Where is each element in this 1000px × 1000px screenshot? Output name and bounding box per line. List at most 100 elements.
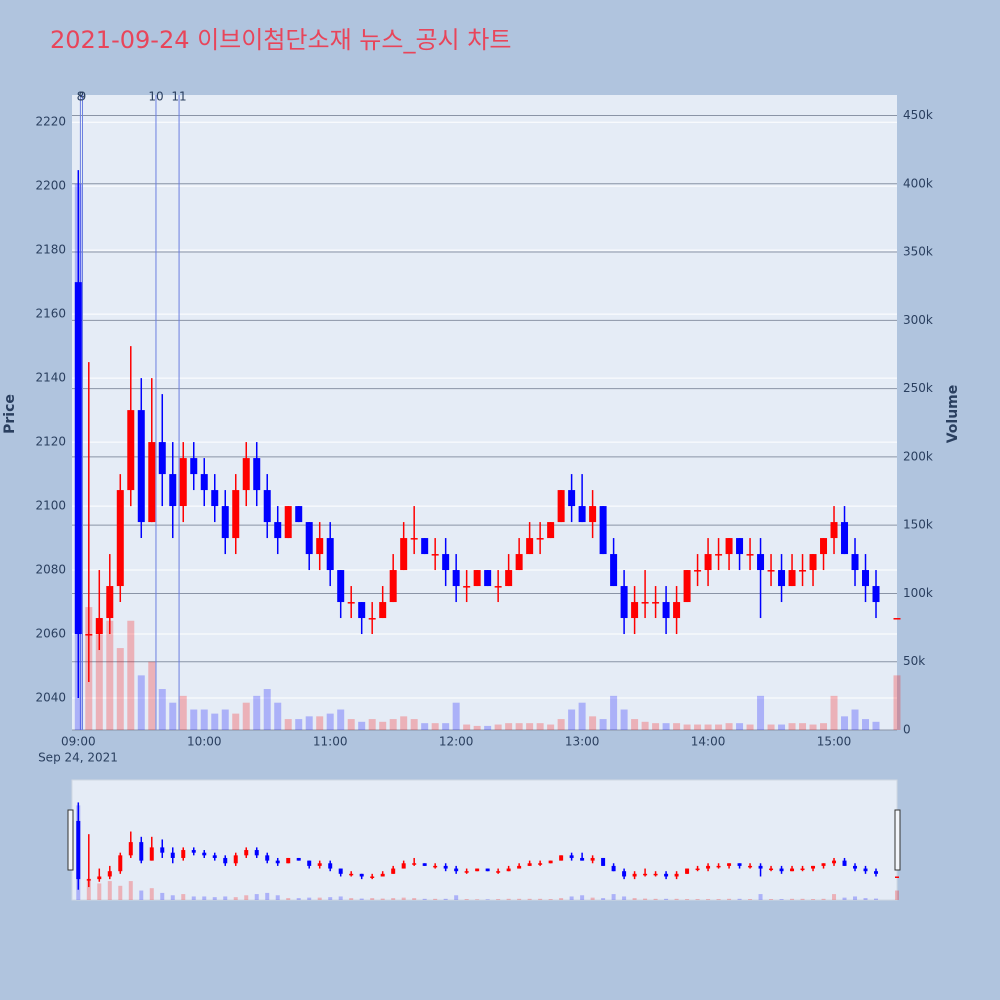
candle-body <box>148 442 156 523</box>
candle-body <box>568 490 576 507</box>
candle-body <box>526 538 534 555</box>
candle-body <box>242 458 250 491</box>
candle-body <box>85 634 93 636</box>
range-handle[interactable] <box>67 809 74 871</box>
candle-body <box>736 538 744 555</box>
candle-body <box>589 506 597 523</box>
candle-body <box>232 490 240 539</box>
volume-bar <box>559 898 564 900</box>
candle-body <box>506 868 511 872</box>
candle-body <box>620 586 628 619</box>
candle-body <box>778 570 786 587</box>
candle-body <box>368 618 376 620</box>
volume-bar <box>694 724 702 730</box>
volume-bar <box>454 895 459 900</box>
candle-body <box>727 863 732 866</box>
volume-bar <box>158 689 166 730</box>
candle-body <box>139 842 144 861</box>
y-tick-label: 2140 <box>35 371 66 385</box>
volume-bar <box>725 723 733 730</box>
volume-bar <box>652 723 660 730</box>
candle-body <box>559 855 564 861</box>
volume-bar <box>779 899 784 900</box>
volume-bar <box>799 723 807 730</box>
candle-body <box>536 538 544 540</box>
volume-bar <box>179 695 187 730</box>
candle-body <box>631 602 639 619</box>
candle-body <box>790 868 795 872</box>
volume-bar <box>758 894 763 900</box>
candle-body <box>296 857 301 861</box>
volume-bar <box>788 723 796 730</box>
candle-body <box>338 868 343 874</box>
volume-bar <box>139 890 144 900</box>
candle-body <box>832 860 837 864</box>
volume-bar <box>830 695 838 730</box>
volume-bar <box>790 898 795 900</box>
candle-body <box>893 618 901 620</box>
y2-tick-label: 150k <box>903 518 933 532</box>
candle-body <box>191 850 196 853</box>
volume-bar <box>568 709 576 730</box>
volume-bar <box>433 898 438 900</box>
volume-bar <box>494 724 502 730</box>
volume-bar <box>715 724 723 730</box>
volume-bar <box>736 723 744 730</box>
volume-bar <box>211 713 219 730</box>
volume-bar <box>622 896 627 900</box>
candle-body <box>515 554 523 571</box>
volume-bar <box>641 721 649 730</box>
candle-body <box>505 570 513 587</box>
volume-bar <box>149 888 154 900</box>
range-handle[interactable] <box>894 809 901 871</box>
candle-body <box>830 522 838 539</box>
y-tick-label: 2180 <box>35 243 66 257</box>
candle-body <box>347 602 355 604</box>
volume-bar <box>328 897 333 900</box>
volume-bar <box>391 898 396 900</box>
volume-bar <box>706 899 711 900</box>
volume-bar <box>296 898 301 900</box>
volume-bar <box>748 899 753 900</box>
volume-bar <box>284 719 292 730</box>
candle-body <box>107 871 112 877</box>
candle-body <box>632 873 637 877</box>
candle-body <box>757 554 765 571</box>
volume-bar <box>148 661 156 730</box>
candle-body <box>305 522 313 555</box>
x-tick-label: 10:00 <box>187 735 222 749</box>
candle-body <box>443 865 448 869</box>
volume-bar <box>778 724 786 730</box>
candle-body <box>137 410 145 523</box>
volume-bar <box>674 898 679 900</box>
candle-body <box>664 873 669 877</box>
y-tick-label: 2220 <box>35 115 66 129</box>
candle-body <box>863 868 868 872</box>
candle-body <box>433 865 438 868</box>
candle-body <box>704 554 712 571</box>
candle-body <box>337 570 345 603</box>
volume-bar <box>527 898 532 900</box>
volume-bar <box>107 881 112 900</box>
candle-body <box>358 602 366 619</box>
volume-bar <box>863 898 868 900</box>
candle-body <box>685 868 690 874</box>
volume-bar <box>569 896 574 900</box>
annotation-label: 9 <box>79 90 87 104</box>
candle-body <box>895 876 899 878</box>
plot-area <box>72 95 897 730</box>
candle-body <box>422 863 427 866</box>
candle-body <box>538 863 543 865</box>
candle-body <box>244 850 249 856</box>
candle-body <box>118 855 123 872</box>
volume-bar <box>128 881 133 900</box>
candle-body <box>557 490 565 523</box>
candle-body <box>233 855 238 864</box>
volume-bar <box>191 896 196 900</box>
volume-bar <box>295 719 303 730</box>
y2-tick-label: 450k <box>903 108 933 122</box>
range-slider[interactable] <box>71 779 898 901</box>
volume-bar <box>137 675 145 730</box>
volume-bar <box>265 892 270 900</box>
volume-bar <box>400 716 408 730</box>
